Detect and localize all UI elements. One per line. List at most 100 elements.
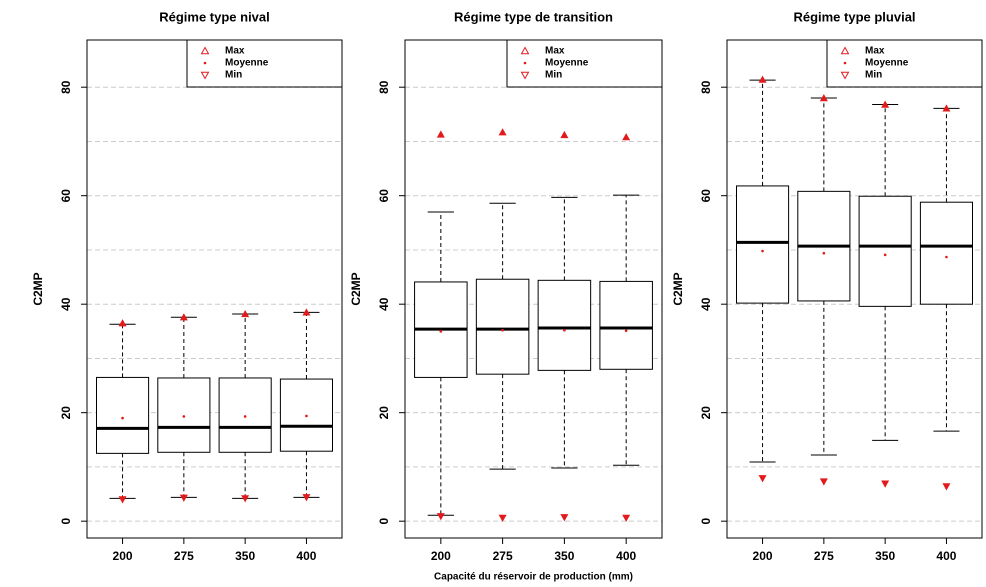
legend-marker (523, 61, 527, 65)
x-tick-label: 350 (235, 549, 255, 563)
x-tick-label: 350 (875, 549, 895, 563)
min-marker (560, 514, 569, 522)
max-marker (622, 133, 631, 141)
box (919, 201, 973, 305)
legend (826, 39, 983, 88)
mean-marker (439, 330, 443, 333)
x-tick-label: 200 (113, 549, 133, 563)
legend-label: Moyenne (865, 58, 909, 69)
min-marker (819, 478, 828, 486)
box (157, 377, 211, 453)
y-tick-label: 60 (377, 189, 391, 203)
min-marker (436, 513, 445, 521)
mean-marker (761, 249, 764, 253)
y-tick-label: 40 (59, 297, 73, 311)
min-marker (302, 494, 311, 502)
mean-marker (501, 328, 504, 332)
legend (506, 39, 663, 88)
x-tick-label: 200 (431, 549, 451, 563)
legend-marker (843, 61, 847, 65)
min-marker (622, 514, 631, 522)
max-marker (560, 130, 569, 139)
box (96, 376, 150, 454)
box (599, 280, 653, 370)
y-tick-label: 0 (377, 518, 391, 525)
y-axis-label: C2MP (349, 272, 363, 305)
x-tick-label: 275 (493, 549, 513, 563)
legend-label: Max (865, 46, 885, 57)
min-marker (942, 483, 951, 491)
mean-marker (624, 329, 628, 333)
mean-marker (945, 255, 948, 259)
min-marker (118, 496, 127, 504)
legend-label: Max (545, 46, 565, 57)
max-marker (302, 308, 311, 316)
box (475, 278, 530, 375)
min-marker (881, 480, 890, 488)
y-tick-label: 60 (699, 189, 713, 203)
legend-marker (200, 71, 210, 80)
max-marker (942, 104, 951, 112)
y-tick-label: 40 (699, 297, 713, 311)
legend-label: Min (865, 70, 882, 81)
mean-marker (305, 414, 308, 418)
box (736, 185, 790, 304)
legend-marker (203, 61, 207, 65)
max-marker (179, 313, 188, 321)
legend-label: Min (545, 70, 562, 81)
legend-marker (200, 46, 210, 55)
y-tick-label: 20 (377, 406, 391, 420)
y-tick-label: 80 (59, 80, 73, 94)
legend-marker (520, 46, 530, 55)
box (218, 377, 272, 453)
legend-marker (840, 71, 850, 80)
mean-marker (563, 328, 566, 332)
panel-title: Régime type de transition (454, 9, 613, 24)
max-marker (436, 130, 445, 138)
x-tick-label: 275 (814, 549, 834, 563)
y-tick-label: 0 (59, 518, 73, 525)
max-marker (118, 319, 127, 327)
legend-label: Max (225, 46, 245, 57)
max-marker (498, 128, 507, 136)
box (858, 195, 912, 307)
mean-marker (822, 251, 826, 255)
x-tick-label: 400 (296, 549, 316, 563)
legend-label: Min (225, 70, 242, 81)
legend-label: Moyenne (225, 58, 269, 69)
box (537, 279, 592, 371)
mean-marker (182, 415, 186, 418)
mean-marker (883, 253, 887, 257)
x-tick-label: 275 (174, 549, 194, 563)
x-axis-label: Capacité du réservoir de production (mm) (434, 572, 633, 583)
min-marker (758, 475, 767, 483)
min-marker (179, 494, 188, 502)
min-marker (241, 495, 250, 503)
max-marker (881, 100, 890, 108)
y-tick-label: 0 (699, 518, 713, 525)
legend (186, 39, 343, 88)
mean-marker (243, 415, 247, 418)
x-tick-label: 200 (753, 549, 773, 563)
y-axis-label: C2MP (31, 272, 45, 305)
y-tick-label: 80 (699, 80, 713, 94)
y-tick-label: 60 (59, 189, 73, 203)
y-tick-label: 80 (377, 80, 391, 94)
x-tick-label: 350 (554, 549, 574, 563)
y-tick-label: 40 (377, 297, 391, 311)
max-marker (758, 75, 767, 83)
legend-marker (520, 71, 530, 80)
max-marker (241, 309, 250, 318)
panel-title: Régime type pluvial (793, 9, 915, 24)
panel-title: Régime type nival (159, 9, 270, 24)
mean-marker (121, 416, 124, 420)
x-tick-label: 400 (936, 549, 956, 563)
y-tick-label: 20 (59, 406, 73, 420)
max-marker (819, 94, 828, 102)
legend-label: Moyenne (545, 58, 589, 69)
legend-marker (840, 46, 850, 55)
y-tick-label: 20 (699, 406, 713, 420)
min-marker (498, 514, 507, 522)
x-tick-label: 400 (616, 549, 636, 563)
